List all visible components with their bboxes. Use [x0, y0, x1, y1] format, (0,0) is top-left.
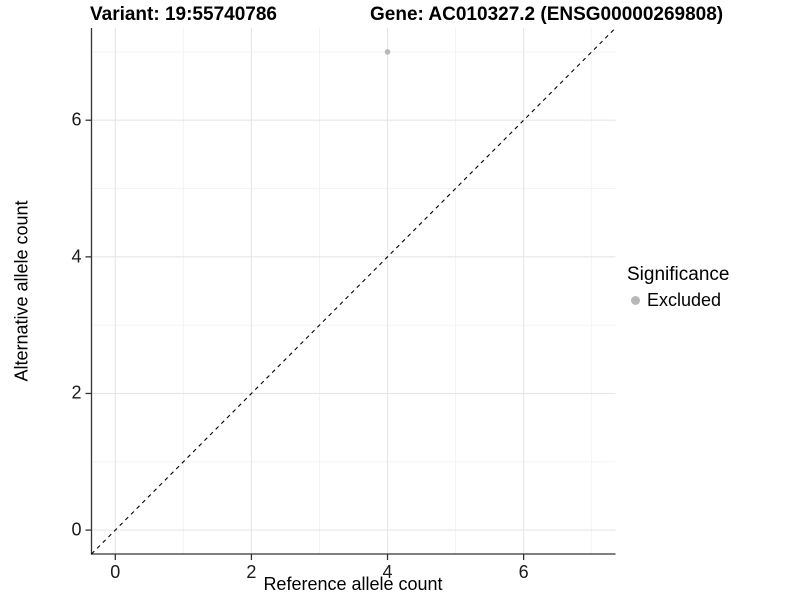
- plot-title-variant: Variant: 19:55740786: [90, 4, 277, 25]
- legend-item-label: Excluded: [647, 290, 722, 310]
- identity-reference-line: [91, 27, 616, 555]
- plot-title-gene: Gene: AC010327.2 (ENSG00000269808): [370, 4, 724, 25]
- legend-title: Significance: [627, 264, 730, 285]
- y-axis-label: Alternative allele count: [11, 200, 32, 382]
- data-point: [384, 49, 391, 55]
- legend-item-excluded: Excluded: [631, 290, 729, 311]
- legend-point-icon: [631, 296, 640, 305]
- legend: Significance Excluded: [627, 264, 729, 311]
- x-axis-label: Reference allele count: [263, 574, 443, 594]
